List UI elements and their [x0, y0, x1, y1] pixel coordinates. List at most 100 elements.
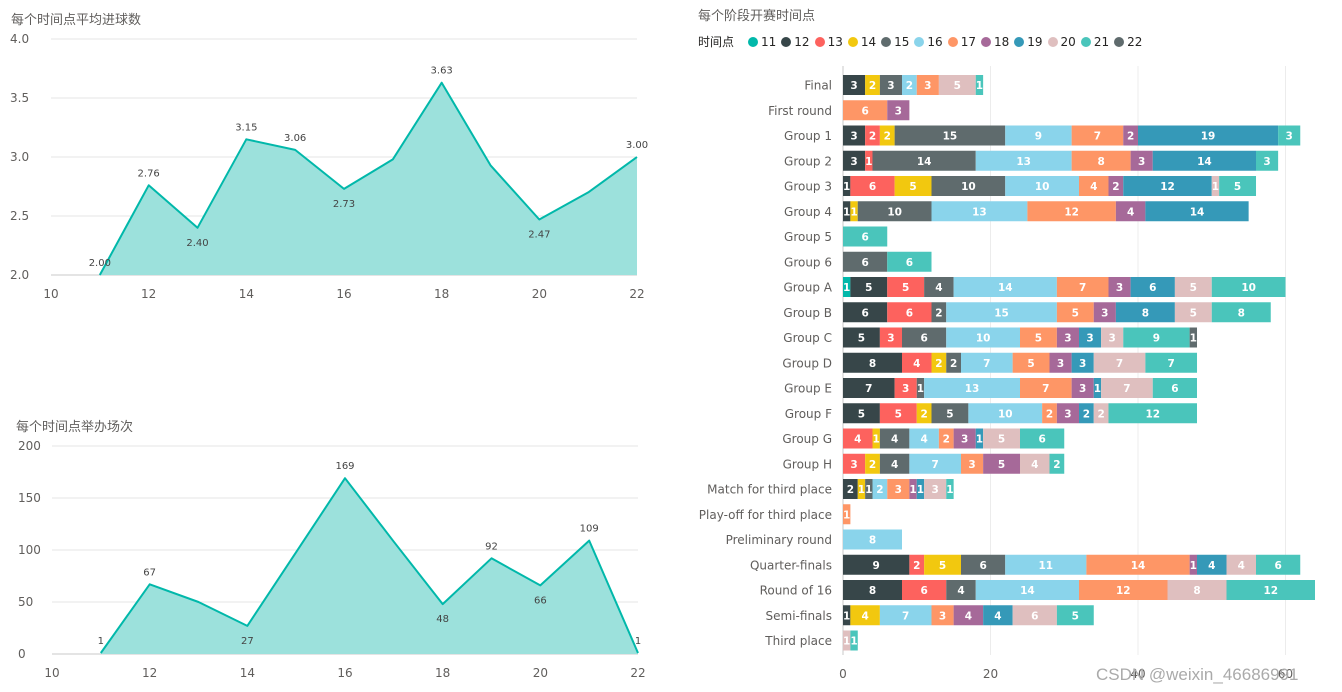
stages-data-label: 3: [1057, 358, 1064, 370]
goals-data-label: 2.00: [89, 258, 111, 269]
stages-data-label: 2: [884, 131, 891, 143]
stages-category-label: Group 6: [784, 255, 832, 269]
stages-data-label: 5: [865, 282, 872, 294]
stages-bar-segment: [1211, 176, 1220, 196]
legend-dot-icon: [1114, 36, 1125, 47]
stages-category-label: Semi-finals: [766, 609, 832, 623]
legend-item[interactable]: 21: [1080, 35, 1109, 49]
stages-data-label: 6: [861, 257, 868, 269]
stages-bar-segment: [843, 378, 895, 398]
goals-x-tick-label: 22: [629, 287, 644, 301]
matches-x-tick-label: 18: [435, 666, 450, 680]
goals-y-tick-label: 3.5: [10, 91, 29, 105]
stages-data-label: 3: [1138, 156, 1145, 168]
stages-bar-segment: [975, 428, 984, 449]
stages-category-label: Group 5: [784, 230, 832, 244]
stages-data-label: 1: [1190, 560, 1197, 572]
legend-items[interactable]: 11 12 13 14 15 16 17 18 19 20 21 22: [748, 35, 1147, 49]
stages-data-label: 4: [920, 434, 927, 446]
stages-bar-segment: [879, 428, 910, 449]
legend-item[interactable]: 20: [1047, 35, 1076, 49]
stages-bar-segment: [843, 125, 866, 146]
stages-data-label: 1: [850, 206, 857, 218]
goals-data-label: 2.76: [138, 168, 160, 179]
stages-data-label: 3: [887, 333, 894, 345]
stages-data-label: 6: [1038, 434, 1045, 446]
stages-data-label: 3: [1263, 156, 1270, 168]
stages-bar-segment: [887, 100, 910, 121]
stages-data-label: 6: [1149, 282, 1156, 294]
matches-data-label: 66: [534, 595, 547, 606]
stages-bar-segment: [843, 251, 888, 272]
stages-data-label: 6: [861, 232, 868, 244]
stages-bar-segment: [931, 403, 969, 424]
stages-data-label: 4: [1208, 560, 1215, 572]
stages-data-label: 2: [1046, 408, 1053, 420]
stages-bar-segment: [1056, 403, 1080, 424]
legend-item[interactable]: 12: [781, 35, 810, 49]
stages-bar-segment: [916, 378, 925, 398]
stages-data-label: 10: [1035, 181, 1050, 193]
legend-item[interactable]: 22: [1114, 35, 1142, 49]
stages-bar-segment: [850, 277, 888, 297]
stages-bar-segment: [865, 150, 873, 171]
stages-data-label: 4: [957, 585, 964, 597]
stages-category-label: Group 2: [784, 154, 832, 168]
goals-data-label: 2.47: [528, 230, 550, 241]
stages-data-label: 7: [1042, 383, 1049, 395]
stages-bar-segment: [843, 479, 858, 499]
matches-area-line: [99, 477, 639, 654]
stages-data-label: 5: [939, 560, 946, 572]
stages-bar-segment: [916, 479, 925, 499]
stages-category-label: Group 4: [784, 205, 832, 219]
stages-data-label: 6: [906, 257, 913, 269]
stages-category-label: Group D: [782, 356, 832, 370]
goals-y-tick-label: 4.0: [10, 32, 29, 46]
stages-bar-segment: [879, 327, 903, 348]
stages-data-label: 1: [917, 484, 924, 496]
stages-bar-segment: [902, 352, 932, 373]
stages-bar-segment: [1256, 554, 1301, 575]
stages-data-label: 3: [1086, 333, 1093, 345]
legend-item[interactable]: 17: [947, 35, 976, 49]
stages-bar-segment: [879, 605, 932, 626]
stages-category-label: Play-off for third place: [699, 508, 832, 522]
stages-bar-segment: [1071, 352, 1094, 373]
matches-data-label: 67: [143, 567, 156, 578]
stages-data-label: 1: [1212, 181, 1219, 193]
stages-bar-segment: [946, 302, 1057, 323]
legend-item[interactable]: 13: [814, 35, 843, 49]
stages-data-label: 1: [843, 636, 850, 648]
stages-data-label: 2: [869, 80, 876, 92]
stages-data-label: 9: [1035, 131, 1042, 143]
legend-item[interactable]: 14: [847, 35, 876, 49]
legend-item[interactable]: 15: [881, 35, 909, 49]
stages-bar-segment: [850, 630, 858, 651]
stages-bar-segment: [843, 75, 866, 95]
stages-bar-segment: [1152, 150, 1256, 171]
legend-item[interactable]: 11: [748, 35, 776, 49]
stages-data-label: 1: [843, 206, 850, 218]
stages-bar-segment: [843, 630, 851, 651]
stages-bar-segment: [1056, 277, 1109, 297]
stages-bar-segment: [1219, 176, 1257, 196]
legend-item[interactable]: 19: [1014, 35, 1043, 49]
stages-data-label: 2: [1083, 408, 1090, 420]
stages-bar-segment: [961, 352, 1013, 373]
legend-item[interactable]: 16: [914, 35, 943, 49]
stages-bar-segment: [1079, 327, 1102, 348]
stages-bar-segment: [909, 479, 917, 499]
stages-data-label: 5: [1072, 307, 1079, 319]
stages-bar-segment: [902, 580, 947, 600]
stages-data-label: 1: [976, 80, 983, 92]
stages-bar-segment: [850, 176, 895, 196]
stages-bar-segment: [843, 605, 851, 626]
legend-item[interactable]: 18: [980, 35, 1009, 49]
stages-bar-segment: [961, 453, 984, 474]
stages-data-label: 6: [920, 333, 927, 345]
stages-bar-segment: [894, 125, 1006, 146]
stages-data-label: 1: [843, 181, 850, 193]
stages-legend[interactable]: 时间点 11 12 13 14 15 16 17 18 19 20 21 22: [698, 33, 1147, 50]
goals-y-tick-label: 3.0: [10, 150, 29, 164]
legend-item-label: 22: [1127, 34, 1143, 49]
